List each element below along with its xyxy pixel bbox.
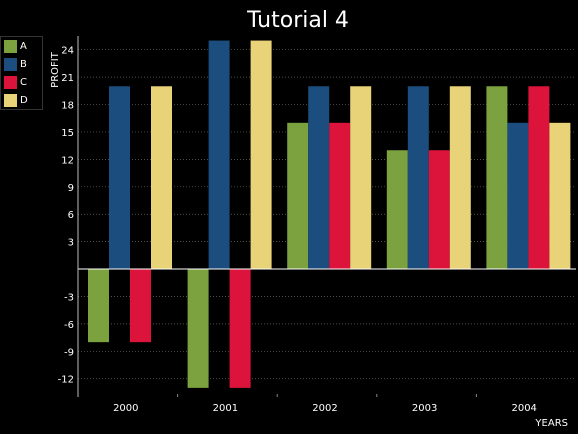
bar-A-2004	[486, 86, 508, 270]
bar-D-2004	[549, 122, 571, 270]
bar-A-2003	[386, 150, 408, 270]
bar-D-2002	[350, 86, 372, 270]
legend-swatch	[4, 39, 17, 53]
y-tick-label: 9	[68, 183, 74, 194]
bar-D-2000	[151, 86, 172, 270]
y-tick-label: -6	[64, 320, 74, 331]
bar-D-2001	[250, 40, 272, 270]
bar-A-2000	[88, 269, 109, 343]
bar-C-2003	[428, 150, 450, 270]
legend-label: D	[20, 94, 28, 106]
legend-label: B	[20, 58, 27, 70]
bar-C-2001	[229, 269, 251, 388]
bar-B-2000	[109, 86, 130, 270]
legend-item-B: B	[1, 55, 42, 73]
axes	[77, 36, 576, 397]
bars	[88, 40, 571, 388]
x-tick-label: 2002	[312, 403, 337, 414]
bar-C-2004	[528, 86, 550, 270]
legend-swatch	[4, 93, 17, 107]
y-tick-label: 24	[61, 46, 74, 57]
bar-A-2002	[287, 122, 309, 270]
bar-B-2003	[407, 86, 429, 270]
y-tick-label: -3	[64, 292, 74, 303]
x-tick-label: 2003	[412, 403, 437, 414]
y-tick-label: 15	[61, 128, 74, 139]
y-tick-label: 18	[61, 101, 74, 112]
x-tick-label: 2004	[511, 403, 536, 414]
bar-A-2001	[187, 269, 209, 388]
y-axis-label: PROFIT	[50, 51, 61, 88]
bar-B-2002	[308, 86, 330, 270]
y-tick-label: 12	[61, 155, 74, 166]
y-tick-label: -9	[64, 347, 74, 358]
chart-title: Tutorial 4	[246, 8, 349, 33]
bar-B-2001	[208, 40, 230, 270]
legend-item-C: C	[1, 73, 42, 91]
legend-label: A	[20, 40, 27, 52]
legend-label: C	[20, 76, 27, 88]
x-tick-label: 2001	[213, 403, 238, 414]
y-tick-label: -12	[58, 375, 74, 386]
x-tick-label: 2000	[113, 403, 138, 414]
x-axis-label: YEARS	[534, 418, 568, 429]
bar-C-2002	[329, 122, 351, 270]
bar-C-2000	[130, 269, 151, 343]
legend-item-A: A	[1, 37, 42, 55]
bar-D-2003	[449, 86, 471, 270]
y-tick-label: 21	[61, 73, 74, 84]
bar-B-2004	[507, 122, 529, 270]
y-tick-label: 6	[68, 210, 74, 221]
legend-item-D: D	[1, 91, 42, 109]
legend-swatch	[4, 75, 17, 89]
x-tick-labels: 2000 2001 2002 2003 2004	[113, 394, 537, 414]
y-tick-labels: -12 -9 -6 -3 3 6 9 12 15 18 21 24	[58, 46, 74, 386]
legend-swatch	[4, 57, 17, 71]
y-tick-label: 3	[68, 238, 74, 249]
